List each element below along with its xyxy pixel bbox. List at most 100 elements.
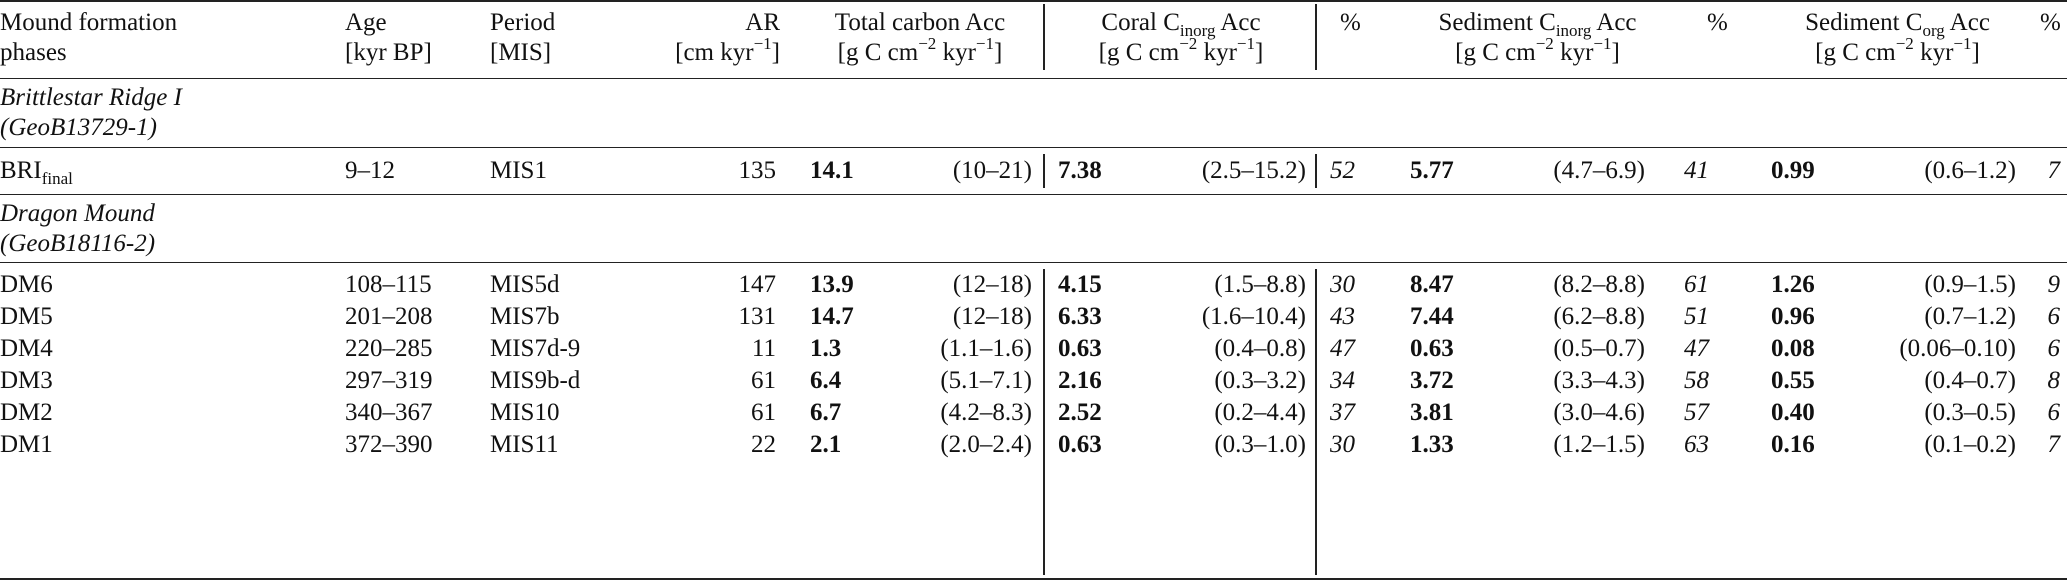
cell-coral-pct: 43 — [1330, 303, 1355, 330]
cell-sediment-inorg: 3.81 — [1410, 399, 1454, 426]
cell-ar: 61 — [751, 399, 776, 426]
cell-sediment-inorg-pct: 61 — [1684, 271, 1709, 298]
header-coral: Coral Cinorg Acc [g C cm−2 kyr−1] — [1098, 9, 1264, 66]
cell-coral-range: (2.5–15.2) — [1201, 157, 1306, 184]
header-sediment-org: Sediment Corg Acc [g C cm−2 kyr−1] — [1805, 9, 1990, 66]
cell-sediment-org: 0.55 — [1771, 367, 1815, 394]
cell-age: 297–319 — [345, 367, 433, 394]
bottom-rule — [0, 578, 2067, 580]
cell-sediment-inorg-range: (1.2–1.5) — [1553, 431, 1645, 458]
cell-sediment-inorg: 7.44 — [1410, 303, 1454, 330]
cell-sediment-inorg-range: (4.7–6.9) — [1553, 157, 1645, 184]
cell-phase: DM3 — [0, 367, 53, 394]
cell-sediment-inorg-pct: 63 — [1684, 431, 1709, 458]
separator-coral-right — [1315, 154, 1317, 188]
cell-period: MIS7d-9 — [490, 335, 581, 362]
cell-coral: 0.63 — [1058, 335, 1102, 362]
header-coral-pct: % — [1340, 9, 1361, 36]
cell-coral: 4.15 — [1058, 271, 1102, 298]
cell-total: 14.1 — [810, 157, 854, 184]
cell-total-range: (2.0–2.4) — [940, 431, 1032, 458]
separator-coral-left — [1043, 4, 1045, 70]
cell-ar: 61 — [751, 367, 776, 394]
cell-sediment-org-range: (0.6–1.2) — [1924, 157, 2016, 184]
cell-ar: 147 — [738, 271, 777, 298]
cell-coral-range: (1.5–8.8) — [1214, 271, 1306, 298]
cell-coral: 2.52 — [1058, 399, 1102, 426]
cell-coral-range: (0.2–4.4) — [1214, 399, 1306, 426]
cell-age: 372–390 — [345, 431, 433, 458]
cell-age: 340–367 — [345, 399, 433, 426]
cell-sediment-org-range: (0.06–0.10) — [1899, 335, 2016, 362]
cell-sediment-org-pct: 9 — [2047, 271, 2061, 298]
separator-coral-left — [1043, 269, 1045, 575]
cell-sediment-inorg-range: (0.5–0.7) — [1553, 335, 1645, 362]
cell-coral-pct: 47 — [1330, 335, 1355, 362]
cell-coral-range: (1.6–10.4) — [1201, 303, 1306, 330]
cell-sediment-org: 0.16 — [1771, 431, 1815, 458]
cell-coral-pct: 30 — [1330, 431, 1355, 458]
cell-sediment-org: 1.26 — [1771, 271, 1815, 298]
cell-sediment-inorg-range: (8.2–8.8) — [1553, 271, 1645, 298]
cell-ar: 131 — [738, 303, 777, 330]
cell-period: MIS9b-d — [490, 367, 581, 394]
cell-sediment-inorg: 8.47 — [1410, 271, 1454, 298]
cell-period: MIS11 — [490, 431, 559, 458]
cell-age: 201–208 — [345, 303, 433, 330]
cell-sediment-inorg-range: (6.2–8.8) — [1553, 303, 1645, 330]
cell-sediment-inorg-range: (3.0–4.6) — [1553, 399, 1645, 426]
cell-sediment-org-pct: 8 — [2047, 367, 2061, 394]
cell-sediment-inorg-pct: 57 — [1684, 399, 1709, 426]
section-rule — [0, 194, 2067, 195]
cell-age: 108–115 — [345, 271, 432, 298]
cell-coral-pct: 34 — [1330, 367, 1355, 394]
cell-sediment-org-pct: 7 — [2047, 157, 2061, 184]
cell-coral-range: (0.3–1.0) — [1214, 431, 1306, 458]
header-phase: Mound formation phases — [0, 9, 178, 66]
header-age: Age [kyr BP] — [345, 9, 432, 66]
cell-age: 9–12 — [345, 157, 395, 184]
cell-sediment-inorg: 1.33 — [1410, 431, 1454, 458]
group-1-rule — [0, 147, 2067, 148]
cell-total: 6.4 — [810, 367, 842, 394]
header-sediment-org-pct: % — [2040, 9, 2061, 36]
cell-sediment-org-pct: 6 — [2047, 303, 2061, 330]
cell-sediment-inorg-pct: 41 — [1684, 157, 1709, 184]
cell-coral: 2.16 — [1058, 367, 1102, 394]
cell-total: 13.9 — [810, 271, 854, 298]
group-title-dragon-mound: Dragon Mound (GeoB18116-2) — [0, 200, 156, 257]
cell-phase: BRIfinal — [0, 157, 73, 188]
header-period: Period [MIS] — [490, 9, 556, 66]
cell-sediment-org-pct: 6 — [2047, 399, 2061, 426]
header-rule — [0, 78, 2067, 79]
cell-sediment-org-range: (0.3–0.5) — [1924, 399, 2016, 426]
cell-coral-pct: 52 — [1330, 157, 1355, 184]
cell-period: MIS10 — [490, 399, 560, 426]
cell-age: 220–285 — [345, 335, 433, 362]
header-sediment-inorg-pct: % — [1707, 9, 1728, 36]
cell-sediment-org: 0.40 — [1771, 399, 1815, 426]
cell-sediment-org: 0.96 — [1771, 303, 1815, 330]
cell-sediment-inorg-pct: 47 — [1684, 335, 1709, 362]
cell-coral-range: (0.3–3.2) — [1214, 367, 1306, 394]
cell-total-range: (5.1–7.1) — [940, 367, 1032, 394]
separator-coral-left — [1043, 154, 1045, 188]
cell-sediment-org-range: (0.1–0.2) — [1924, 431, 2016, 458]
cell-phase: DM1 — [0, 431, 53, 458]
cell-period: MIS7b — [490, 303, 560, 330]
cell-sediment-org: 0.99 — [1771, 157, 1815, 184]
cell-coral: 7.38 — [1058, 157, 1102, 184]
cell-coral: 0.63 — [1058, 431, 1102, 458]
separator-coral-right — [1315, 4, 1317, 70]
cell-sediment-org-range: (0.9–1.5) — [1924, 271, 2016, 298]
cell-total: 1.3 — [810, 335, 842, 362]
cell-phase: DM4 — [0, 335, 53, 362]
cell-ar: 135 — [738, 157, 777, 184]
cell-total-range: (12–18) — [952, 303, 1032, 330]
top-rule — [0, 0, 2067, 2]
cell-sediment-inorg-pct: 51 — [1684, 303, 1709, 330]
header-ar: AR [cm kyr−1] — [675, 9, 780, 66]
cell-sediment-inorg: 0.63 — [1410, 335, 1454, 362]
cell-total-range: (12–18) — [952, 271, 1032, 298]
cell-sediment-org-range: (0.4–0.7) — [1924, 367, 2016, 394]
